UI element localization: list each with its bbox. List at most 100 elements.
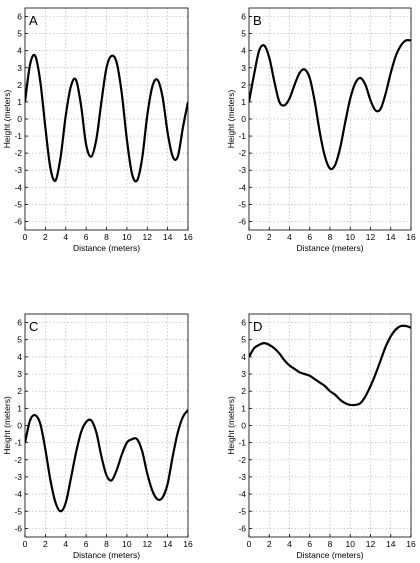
y-tick-label: -5 [238,506,246,516]
x-tick-label: 4 [287,539,292,549]
y-tick-label: -1 [14,438,22,448]
y-tick-label: 2 [17,80,22,90]
x-tick-label: 8 [328,232,333,242]
x-axis-label: Distance (meters) [296,550,363,560]
y-tick-label: 3 [17,63,22,73]
x-tick-label: 0 [23,232,28,242]
y-tick-label: 3 [241,63,246,73]
x-tick-label: 16 [406,539,416,549]
y-tick-label: 0 [241,114,246,124]
chart-panel-c: 0 2 4 6 8 10 12 14 16-6-5-4-3-2-10123456Distance… [2,313,193,560]
y-tick-label: 1 [241,403,246,413]
x-tick-label: 8 [104,232,109,242]
y-tick-label: 1 [241,97,246,107]
y-tick-label: -2 [14,455,22,465]
y-tick-label: 5 [241,335,246,345]
chart-panel-b: 0 2 4 6 8 10 12 14 16-6-5-4-3-2-10123456Distance… [226,7,416,253]
y-tick-label: -4 [238,182,246,192]
x-tick-label: 14 [163,539,173,549]
y-tick-label: -3 [238,472,246,482]
x-tick-label: 6 [307,539,312,549]
y-tick-label: 2 [17,386,22,396]
x-tick-label: 10 [122,539,132,549]
y-tick-label: 3 [241,369,246,379]
x-axis-label: Distance (meters) [73,243,140,253]
y-axis-label: Height (meters) [2,90,12,149]
x-tick-label: 8 [328,539,333,549]
y-tick-label: 6 [17,318,22,328]
x-tick-label: 4 [63,539,68,549]
x-tick-label: 0 [23,539,28,549]
y-axis-label: Height (meters) [2,396,12,455]
x-tick-label: 10 [346,539,356,549]
x-tick-label: 14 [386,232,396,242]
y-tick-label: -3 [14,165,22,175]
y-tick-label: 4 [17,352,22,362]
panel-label: D [253,319,262,334]
y-tick-label: 0 [17,114,22,124]
x-tick-label: 2 [267,232,272,242]
y-tick-label: -2 [238,455,246,465]
panel-label: B [253,13,262,28]
x-tick-label: 8 [104,539,109,549]
x-tick-label: 6 [307,232,312,242]
y-tick-label: 0 [241,421,246,431]
y-tick-label: -1 [238,131,246,141]
y-tick-label: -4 [238,489,246,499]
x-tick-label: 0 [247,539,252,549]
x-tick-label: 0 [247,232,252,242]
y-tick-label: 2 [241,80,246,90]
y-tick-label: -5 [238,199,246,209]
x-tick-label: 14 [163,232,173,242]
x-tick-label: 6 [84,539,89,549]
y-tick-label: 5 [241,29,246,39]
x-axis-label: Distance (meters) [296,243,363,253]
y-tick-label: 5 [17,335,22,345]
series-line-a [25,53,188,183]
panel-label: A [29,13,38,28]
y-tick-label: 1 [17,97,22,107]
y-tick-label: -6 [14,216,22,226]
y-tick-label: -5 [14,199,22,209]
x-tick-label: 16 [183,539,193,549]
x-axis-label: Distance (meters) [73,550,140,560]
y-tick-label: -3 [14,472,22,482]
x-tick-label: 4 [287,232,292,242]
y-tick-label: 6 [241,12,246,22]
y-tick-label: -6 [238,216,246,226]
x-tick-label: 12 [366,232,376,242]
x-tick-label: 16 [406,232,416,242]
y-tick-label: -4 [14,182,22,192]
y-tick-label: 3 [17,369,22,379]
y-axis-label: Height (meters) [226,90,236,149]
y-tick-label: 6 [241,318,246,328]
y-tick-label: 2 [241,386,246,396]
y-axis-label: Height (meters) [226,396,236,455]
x-tick-label: 16 [183,232,193,242]
x-tick-label: 12 [143,539,153,549]
y-tick-label: -4 [14,489,22,499]
panel-label: C [29,319,38,334]
y-tick-label: 4 [241,46,246,56]
y-tick-label: 0 [17,421,22,431]
x-tick-label: 14 [386,539,396,549]
x-tick-label: 12 [143,232,153,242]
x-tick-label: 2 [43,232,48,242]
y-tick-label: -6 [14,523,22,533]
y-tick-label: 5 [17,29,22,39]
y-tick-label: -1 [238,438,246,448]
y-tick-label: 1 [17,403,22,413]
series-line-d [249,324,411,407]
chart-panel-a: 0 2 4 6 8 10 12 14 16-6-5-4-3-2-10123456Distance… [2,7,193,253]
y-tick-label: -3 [238,165,246,175]
series-line-b [249,38,411,171]
y-tick-label: -1 [14,131,22,141]
x-tick-label: 10 [122,232,132,242]
y-tick-label: 4 [17,46,22,56]
y-tick-label: -6 [238,523,246,533]
y-tick-label: -5 [14,506,22,516]
y-tick-label: 6 [17,12,22,22]
chart-panel-d: 0 2 4 6 8 10 12 14 16-6-5-4-3-2-10123456Distance… [226,313,416,560]
y-tick-label: -2 [14,148,22,158]
